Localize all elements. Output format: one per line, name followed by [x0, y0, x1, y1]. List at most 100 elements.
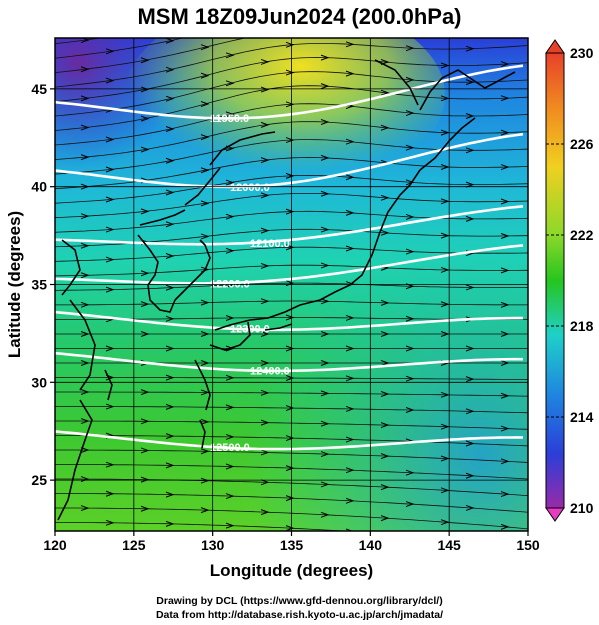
- streamline-arrow: [140, 115, 150, 122]
- contour-line: [55, 132, 524, 189]
- streamline-arrow: [440, 62, 450, 69]
- x-axis-ticks: 120 125 130 135 140 145 150: [43, 531, 540, 553]
- streamline-arrow: [260, 331, 270, 337]
- streamline-arrow: [320, 226, 330, 233]
- streamline: [55, 507, 528, 530]
- streamline-arrow: [345, 41, 355, 48]
- streamline: [55, 103, 528, 146]
- streamline: [55, 43, 528, 88]
- streamline-arrow: [225, 111, 235, 118]
- streamline-arrow: [440, 163, 450, 170]
- streamline-arrow: [140, 389, 150, 396]
- streamline-arrow: [405, 501, 415, 508]
- streamline-arrow: [165, 189, 175, 196]
- streamline-arrow: [440, 232, 450, 239]
- streamline-arrow: [261, 4, 268, 9]
- x-tick-label: 130: [201, 537, 225, 553]
- streamline-arrow: [500, 491, 510, 498]
- streamline-arrow: [200, 134, 210, 141]
- streamline-arrow: [141, 29, 148, 34]
- streamline-arrow: [165, 491, 175, 498]
- streamline-arrow: [320, 262, 330, 269]
- streamline-arrow: [320, 451, 330, 458]
- streamline-arrow: [200, 299, 210, 306]
- streamline-arrow: [225, 247, 235, 254]
- streamline-arrow: [320, 119, 330, 125]
- streamline-arrow: [80, 66, 90, 73]
- streamline-arrow: [500, 425, 510, 432]
- streamline-arrow: [500, 61, 510, 68]
- streamline-arrow: [165, 66, 175, 73]
- streamline-arrow: [440, 519, 450, 526]
- streamline-arrow: [345, 497, 355, 504]
- streamline-arrow: [200, 418, 210, 425]
- streamline-arrow: [140, 301, 150, 308]
- streamline-arrow: [260, 298, 270, 305]
- contour-label: 12000.0: [230, 182, 270, 194]
- streamline-arrow: [345, 528, 354, 531]
- colorbar-tick-label: 230: [570, 45, 594, 61]
- streamline-arrow: [285, 465, 295, 472]
- x-tick-label: 125: [122, 537, 146, 553]
- streamline-arrow: [500, 129, 510, 136]
- streamline-arrow: [465, 147, 475, 154]
- streamline-arrow: [500, 331, 510, 337]
- streamline-arrow: [465, 345, 475, 352]
- streamline-arrow: [380, 194, 390, 201]
- streamline-arrow: [105, 519, 115, 526]
- streamline-arrow: [380, 331, 390, 337]
- streamline-arrow: [440, 487, 450, 494]
- streamline: [55, 464, 528, 480]
- streamline: [55, 522, 350, 531]
- streamline-arrow: [201, 16, 208, 21]
- streamline: [55, 300, 528, 306]
- y-tick-label: 30: [31, 374, 47, 390]
- streamline-arrow: [285, 314, 295, 321]
- y-tick-label: 35: [31, 277, 47, 293]
- streamline: [55, 139, 528, 175]
- streamline-arrow: [500, 95, 510, 102]
- streamline-arrow: [165, 38, 175, 44]
- streamline-arrow: [380, 299, 390, 306]
- streamline-arrow: [440, 301, 450, 308]
- y-axis-ticks: 25 30 35 40 45: [31, 81, 55, 488]
- streamline-arrow: [200, 448, 210, 455]
- colorbar-tick-label: 218: [570, 318, 594, 334]
- streamline-arrow: [80, 360, 90, 366]
- streamline-arrow: [500, 267, 510, 274]
- streamline-arrow: [285, 101, 295, 108]
- streamline: [55, 246, 528, 262]
- streamline-arrow: [105, 166, 115, 173]
- streamline-arrow: [285, 41, 295, 48]
- streamline-arrow: [381, 0, 388, 3]
- streamline-arrow: [380, 453, 390, 460]
- streamline-arrow: [140, 331, 150, 337]
- streamline-arrow: [200, 167, 210, 174]
- y-tick-label: 40: [31, 179, 47, 195]
- streamline: [55, 435, 528, 447]
- streamline: [55, 71, 528, 117]
- x-tick-label: 150: [516, 537, 540, 553]
- streamline-arrow: [285, 435, 295, 442]
- graticule: [55, 38, 528, 531]
- streamline-arrow: [465, 215, 475, 222]
- streamline-arrow: [225, 374, 235, 381]
- colorbar-tick-label: 214: [570, 409, 594, 425]
- streamline-arrow: [380, 89, 390, 96]
- streamline-arrow: [165, 221, 175, 228]
- streamline-arrow: [80, 447, 90, 454]
- streamline-arrow: [225, 463, 235, 470]
- streamline-arrow: [380, 484, 390, 491]
- streamline-arrow: [140, 447, 150, 454]
- colorbar-tick-label: 210: [570, 500, 594, 516]
- colorbar-ticks: 230 226 222 218 214 210: [546, 45, 594, 516]
- streamline-arrow: [500, 301, 510, 308]
- streamline-arrow: [320, 360, 330, 366]
- streamline-arrow: [225, 213, 235, 220]
- streamline-arrow: [225, 433, 235, 440]
- streamline: [55, 264, 528, 277]
- streamline-arrow: [80, 154, 90, 161]
- streamline-arrow: [465, 79, 475, 86]
- streamline-arrow: [260, 192, 270, 199]
